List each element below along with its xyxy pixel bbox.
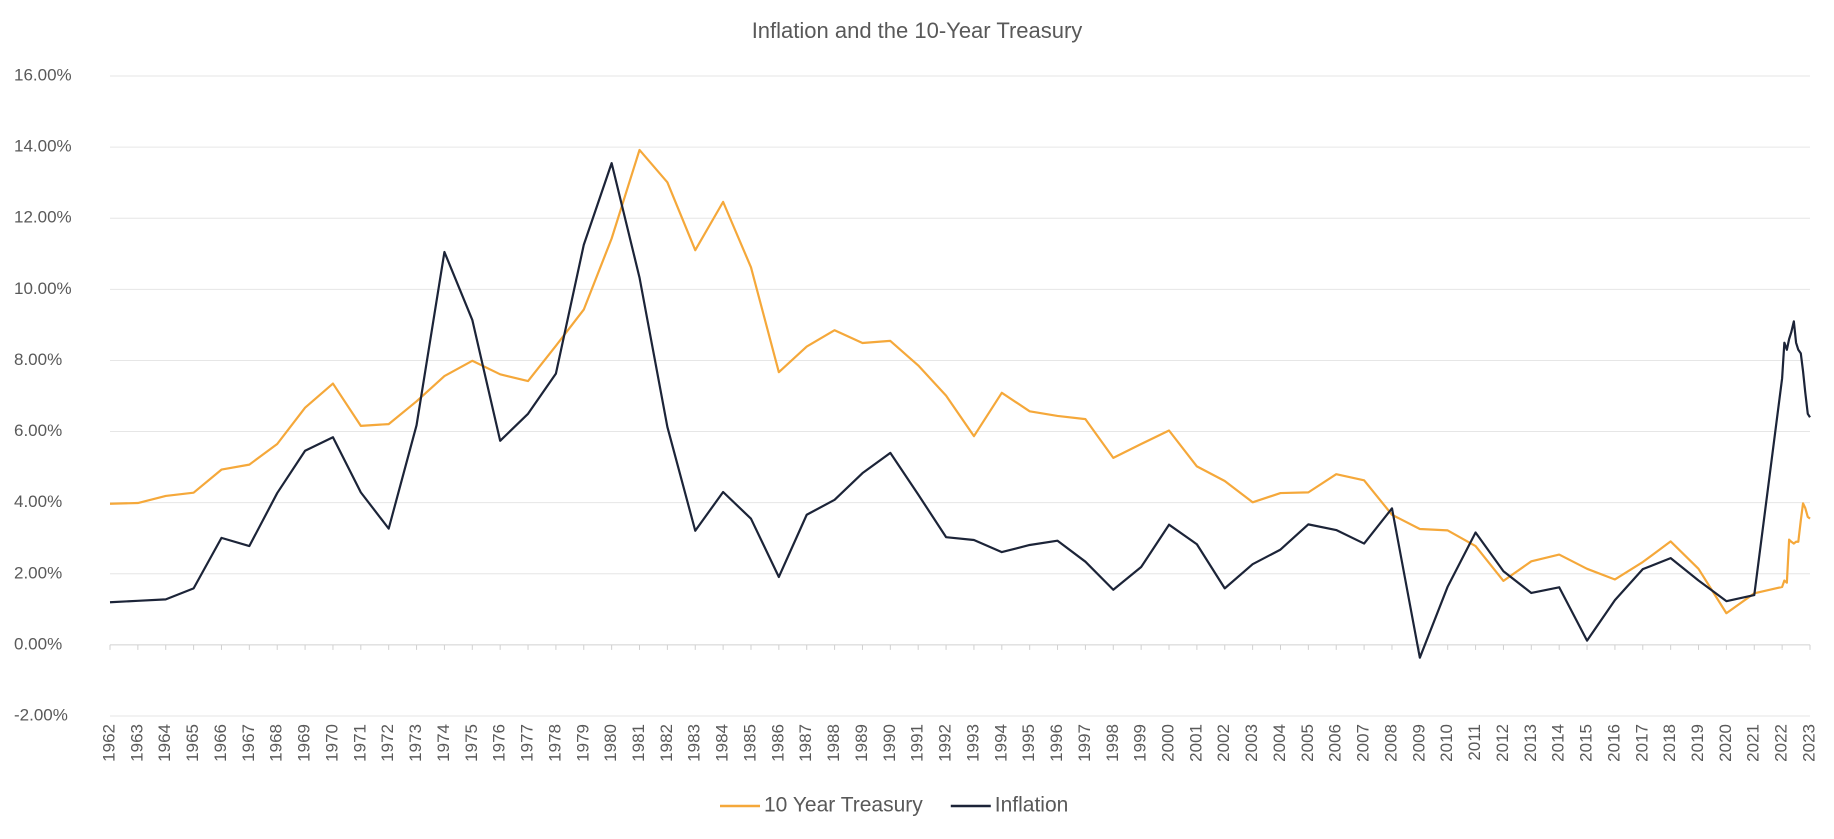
x-tick-label: 2002 — [1214, 724, 1233, 762]
x-tick-label: 1978 — [545, 724, 564, 762]
x-tick-label: 2015 — [1577, 724, 1596, 762]
x-tick-label: 1979 — [573, 724, 592, 762]
series-line — [109, 148, 1811, 615]
x-tick-label: 1976 — [490, 724, 509, 762]
x-tick-label: 2004 — [1270, 724, 1289, 762]
x-tick-label: 1969 — [295, 724, 314, 762]
x-tick-label: 1985 — [740, 724, 759, 762]
x-tick-label: 2017 — [1632, 724, 1651, 762]
x-tick-label: 1989 — [852, 724, 871, 762]
x-tick-label: 1997 — [1075, 724, 1094, 762]
x-tick-label: 1980 — [601, 724, 620, 762]
x-tick-label: 2012 — [1493, 724, 1512, 762]
x-tick-label: 1968 — [267, 724, 286, 762]
x-tick-label: 1974 — [434, 724, 453, 762]
x-tick-label: 2021 — [1744, 724, 1763, 762]
x-tick-label: 2013 — [1521, 724, 1540, 762]
x-tick-label: 1983 — [685, 724, 704, 762]
x-tick-label: 1975 — [462, 724, 481, 762]
x-tick-label: 1962 — [99, 724, 118, 762]
x-tick-label: 2023 — [1799, 724, 1818, 762]
y-tick-label: 2.00% — [14, 563, 62, 582]
x-tick-label: 2009 — [1409, 724, 1428, 762]
x-tick-label: 2008 — [1381, 724, 1400, 762]
x-tick-label: 2000 — [1159, 724, 1178, 762]
x-tick-label: 1990 — [880, 724, 899, 762]
y-tick-label: 14.00% — [14, 137, 72, 156]
x-tick-label: 1967 — [239, 724, 258, 762]
x-tick-label: 1972 — [378, 724, 397, 762]
legend-label: 10 Year Treasury — [764, 794, 923, 817]
x-tick-label: 2007 — [1354, 724, 1373, 762]
y-tick-label: 10.00% — [14, 279, 72, 298]
x-tick-label: 1970 — [322, 724, 341, 762]
x-tick-label: 2003 — [1242, 724, 1261, 762]
y-tick-label: 12.00% — [14, 208, 72, 227]
x-tick-label: 2005 — [1298, 724, 1317, 762]
x-tick-label: 2011 — [1465, 724, 1484, 761]
y-tick-label: 16.00% — [14, 65, 72, 84]
y-tick-label: 0.00% — [14, 634, 62, 653]
x-tick-label: 1986 — [768, 724, 787, 762]
x-tick-label: 2014 — [1549, 724, 1568, 762]
x-tick-label: 1966 — [211, 724, 230, 762]
x-tick-label: 2020 — [1716, 724, 1735, 762]
x-tick-label: 2010 — [1437, 724, 1456, 762]
x-tick-label: 1993 — [963, 724, 982, 762]
x-tick-label: 1995 — [1019, 724, 1038, 762]
series-line — [109, 162, 1811, 659]
x-tick-label: 2016 — [1604, 724, 1623, 762]
x-tick-label: 1964 — [155, 724, 174, 762]
x-tick-label: 1984 — [713, 724, 732, 762]
x-tick-label: 1994 — [991, 724, 1010, 762]
x-tick-label: 2001 — [1186, 724, 1205, 762]
y-tick-label: 8.00% — [14, 350, 62, 369]
y-tick-label: 6.00% — [14, 421, 62, 440]
x-tick-label: 1971 — [350, 724, 369, 762]
x-tick-label: 1982 — [657, 724, 676, 762]
x-tick-label: 1963 — [127, 724, 146, 762]
x-tick-label: 2022 — [1772, 724, 1791, 762]
x-tick-label: 1999 — [1131, 724, 1150, 762]
x-tick-label: 2019 — [1688, 724, 1707, 762]
x-tick-label: 1973 — [406, 724, 425, 762]
x-tick-label: 1988 — [824, 724, 843, 762]
x-tick-label: 1977 — [518, 724, 537, 762]
x-tick-label: 2006 — [1326, 724, 1345, 762]
x-tick-label: 1996 — [1047, 724, 1066, 762]
x-tick-label: 1987 — [796, 724, 815, 762]
x-tick-label: 2018 — [1660, 724, 1679, 762]
legend-label: Inflation — [995, 794, 1069, 817]
y-tick-label: -2.00% — [14, 705, 68, 724]
x-tick-label: 1991 — [908, 724, 927, 762]
y-tick-label: 4.00% — [14, 492, 62, 511]
x-tick-label: 1992 — [936, 724, 955, 762]
x-tick-label: 1965 — [183, 724, 202, 762]
x-tick-label: 1998 — [1103, 724, 1122, 762]
chart-title: Inflation and the 10-Year Treasury — [752, 18, 1083, 43]
x-tick-label: 1981 — [629, 724, 648, 762]
